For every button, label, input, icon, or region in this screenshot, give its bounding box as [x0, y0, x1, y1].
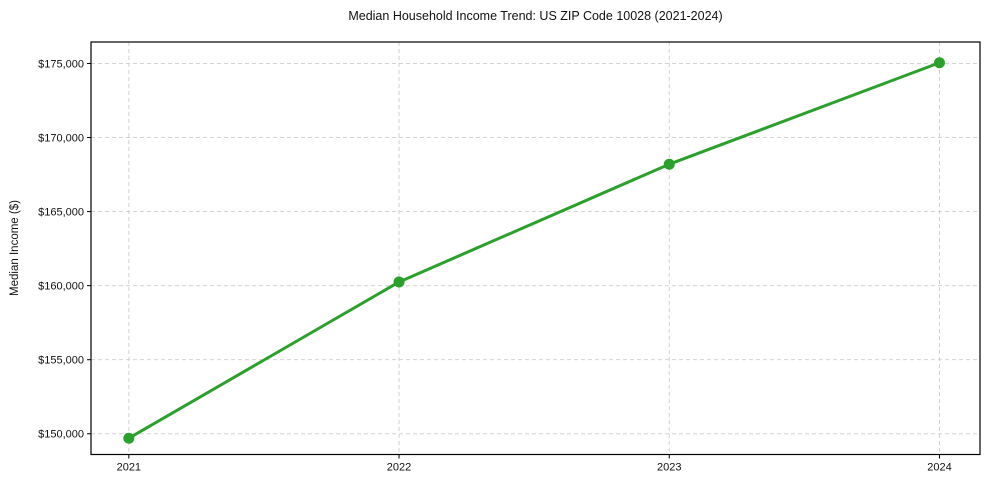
x-tick-label: 2021	[117, 462, 141, 474]
data-point-marker	[393, 276, 405, 288]
x-tick-label: 2023	[657, 462, 681, 474]
data-point-marker	[123, 432, 135, 444]
x-tick-label: 2022	[387, 462, 411, 474]
chart-title: Median Household Income Trend: US ZIP Co…	[348, 9, 723, 23]
trend-line	[127, 61, 941, 440]
y-tick-label: $170,000	[38, 132, 84, 144]
y-tick-label: $165,000	[38, 206, 84, 218]
x-tick-label: 2024	[927, 462, 951, 474]
data-point-marker	[663, 158, 675, 170]
plot-border	[90, 41, 981, 456]
y-tick-label: $155,000	[38, 355, 84, 367]
y-tick-label: $150,000	[38, 429, 84, 441]
y-tick-label: $175,000	[38, 58, 84, 70]
data-point-marker	[933, 57, 945, 69]
y-tick-label: $160,000	[38, 280, 84, 292]
